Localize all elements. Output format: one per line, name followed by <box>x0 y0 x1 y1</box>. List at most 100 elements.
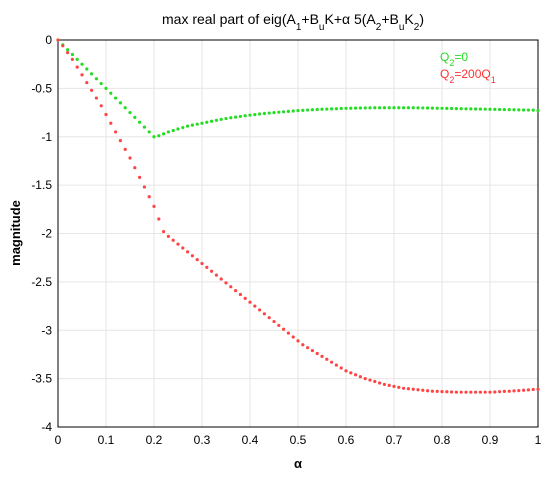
data-point <box>133 166 137 170</box>
data-point <box>406 106 410 110</box>
y-axis-label: magnitude <box>8 200 23 266</box>
data-point <box>483 390 487 394</box>
data-point <box>445 390 449 394</box>
data-point <box>99 104 103 108</box>
data-point <box>498 390 502 394</box>
data-point <box>234 115 238 119</box>
data-point <box>243 296 247 300</box>
data-point <box>306 346 310 350</box>
data-point <box>190 123 194 127</box>
data-point <box>214 273 218 277</box>
data-point <box>339 106 343 111</box>
data-point <box>382 382 386 387</box>
data-point <box>296 109 300 113</box>
data-point <box>392 384 396 388</box>
data-point <box>488 390 492 394</box>
data-point <box>94 96 98 100</box>
data-point <box>70 52 74 57</box>
data-point <box>157 134 161 138</box>
x-tick-label: 0 <box>55 433 62 447</box>
data-point <box>262 111 266 116</box>
data-series <box>56 38 540 394</box>
data-point <box>507 108 511 112</box>
data-point <box>138 175 142 179</box>
data-point <box>493 107 497 111</box>
data-point <box>118 101 122 105</box>
data-point <box>181 125 185 130</box>
data-point <box>373 106 377 110</box>
chart-title: max real part of eig(A1+BuK+α 5(A2+BuK2) <box>162 11 424 33</box>
data-point <box>435 389 439 393</box>
data-point <box>138 120 142 124</box>
data-point <box>397 385 401 389</box>
y-tick-label: -2.5 <box>31 275 52 289</box>
data-point <box>205 265 209 269</box>
data-point <box>205 120 209 124</box>
data-point <box>478 107 482 111</box>
data-point <box>210 269 214 273</box>
data-point <box>450 106 454 111</box>
data-point <box>147 195 151 199</box>
x-tick-label: 0.8 <box>434 433 451 447</box>
data-point <box>334 363 338 367</box>
x-axis-label: α <box>294 456 302 471</box>
data-point <box>387 383 391 387</box>
data-point <box>176 242 180 246</box>
data-point <box>243 114 247 118</box>
x-tick-label: 0.7 <box>386 433 403 447</box>
data-point <box>166 130 170 134</box>
data-point <box>421 106 425 110</box>
data-point <box>142 185 146 189</box>
data-point <box>526 388 531 392</box>
data-point <box>330 107 334 111</box>
data-point <box>219 277 223 281</box>
data-point <box>392 106 396 110</box>
data-point <box>387 106 391 110</box>
data-point <box>291 109 295 113</box>
data-point <box>152 204 156 209</box>
data-point <box>176 127 180 131</box>
data-point <box>459 107 463 111</box>
data-point <box>368 378 372 382</box>
data-point <box>142 125 146 129</box>
data-point <box>267 316 271 320</box>
data-point <box>502 389 506 393</box>
legend: Q2=0 Q2=200Q1 <box>440 50 496 85</box>
data-point <box>344 106 348 110</box>
data-point <box>272 319 276 324</box>
data-point <box>416 106 420 110</box>
data-point <box>464 107 468 111</box>
data-point <box>114 96 118 100</box>
x-tick-label: 1 <box>535 433 542 447</box>
y-tick-label: -4 <box>41 420 52 434</box>
data-point <box>354 373 358 377</box>
data-point <box>61 44 65 48</box>
data-point <box>435 106 439 110</box>
data-point <box>373 379 377 384</box>
data-point <box>517 108 521 112</box>
data-point <box>378 106 382 110</box>
data-point <box>258 112 262 116</box>
y-tick-label: -1.5 <box>31 178 52 192</box>
data-point <box>483 107 487 111</box>
data-point <box>320 354 324 358</box>
data-point <box>354 106 358 110</box>
data-point <box>306 108 310 112</box>
data-point <box>469 107 473 111</box>
data-point <box>162 229 166 234</box>
data-point <box>368 106 372 110</box>
data-point <box>406 387 410 391</box>
data-point <box>152 135 156 139</box>
data-point <box>478 390 482 394</box>
data-point <box>253 112 257 117</box>
data-point <box>459 390 463 394</box>
data-point <box>440 106 444 110</box>
data-point <box>75 65 79 69</box>
data-point <box>219 117 223 121</box>
data-point <box>99 81 103 86</box>
x-tick-label: 0.5 <box>290 433 307 447</box>
y-tick-label: -1 <box>41 130 52 144</box>
data-point <box>133 115 137 119</box>
data-point <box>402 106 406 110</box>
data-point <box>123 147 127 151</box>
